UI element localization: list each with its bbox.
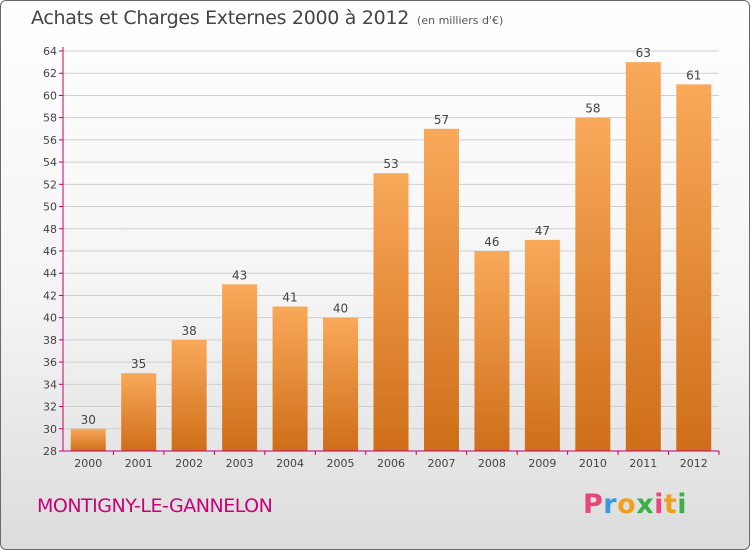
bar bbox=[575, 117, 611, 452]
proxiti-logo: Proxiti bbox=[583, 489, 687, 520]
x-tick-label: 2004 bbox=[276, 457, 304, 470]
y-tick-label: 56 bbox=[43, 134, 57, 147]
logo-letter: x bbox=[636, 489, 655, 520]
logo-letter: o bbox=[617, 489, 637, 520]
bar bbox=[222, 284, 258, 451]
labels: 28 30 32 34 36 38 40 42 44 46 48 50 52 54 56 58 60 62 64 20… bbox=[43, 45, 708, 470]
y-tick-label: 60 bbox=[43, 89, 57, 102]
x-tick-label: 2000 bbox=[74, 457, 102, 470]
chart-title: Achats et Charges Externes 2000 à 2012 (e… bbox=[31, 7, 503, 29]
x-tick-label: 2012 bbox=[680, 457, 708, 470]
y-tick-label: 34 bbox=[43, 378, 57, 391]
bar bbox=[524, 239, 560, 451]
axes bbox=[59, 47, 720, 455]
x-tick-label: 2002 bbox=[175, 457, 203, 470]
y-tick-label: 58 bbox=[43, 112, 57, 125]
logo-letter: r bbox=[603, 489, 618, 520]
bar bbox=[171, 339, 207, 451]
y-tick-label: 30 bbox=[43, 423, 57, 436]
data-label: 47 bbox=[535, 224, 550, 238]
x-tick-label: 2011 bbox=[629, 457, 657, 470]
data-label: 57 bbox=[434, 113, 449, 127]
bar bbox=[474, 251, 510, 451]
x-tick-label: 2007 bbox=[427, 457, 455, 470]
x-tick-label: 2001 bbox=[125, 457, 153, 470]
y-tick-label: 38 bbox=[43, 334, 57, 347]
data-label: 58 bbox=[585, 102, 600, 116]
data-label: 53 bbox=[383, 157, 398, 171]
x-tick-label: 2006 bbox=[377, 457, 405, 470]
x-tick-label: 2003 bbox=[226, 457, 254, 470]
y-tick-label: 64 bbox=[43, 45, 57, 58]
x-tick-label: 2010 bbox=[579, 457, 607, 470]
y-tick-label: 42 bbox=[43, 289, 57, 302]
logo-letter: P bbox=[583, 489, 604, 520]
data-label: 38 bbox=[182, 324, 197, 338]
logo-letter: i bbox=[677, 489, 688, 520]
chart-subtitle: (en milliers d'€) bbox=[417, 14, 504, 27]
bar bbox=[121, 373, 157, 451]
logo-letter: t bbox=[663, 489, 678, 520]
y-tick-label: 54 bbox=[43, 156, 57, 169]
y-tick-label: 36 bbox=[43, 356, 57, 369]
y-tick-label: 46 bbox=[43, 245, 57, 258]
y-tick-label: 62 bbox=[43, 67, 57, 80]
x-tick-label: 2008 bbox=[478, 457, 506, 470]
y-tick-label: 28 bbox=[43, 445, 57, 458]
title-text: Achats et Charges Externes 2000 à 2012 bbox=[31, 7, 410, 29]
data-label: 46 bbox=[484, 235, 499, 249]
bar bbox=[70, 428, 106, 451]
bar bbox=[625, 62, 661, 451]
bar bbox=[676, 84, 712, 451]
data-label: 30 bbox=[81, 413, 96, 427]
data-label: 35 bbox=[131, 357, 146, 371]
logo-letter: i bbox=[654, 489, 664, 520]
bar bbox=[323, 317, 359, 451]
bar bbox=[373, 173, 409, 451]
y-tick-label: 48 bbox=[43, 223, 57, 236]
y-tick-label: 44 bbox=[43, 267, 57, 280]
data-label: 41 bbox=[282, 291, 297, 305]
data-label: 61 bbox=[686, 68, 701, 82]
data-label: 63 bbox=[636, 46, 651, 60]
bars bbox=[70, 62, 712, 452]
bar bbox=[272, 306, 308, 451]
city-name: MONTIGNY-LE-GANNELON bbox=[37, 495, 273, 517]
y-tick-label: 32 bbox=[43, 401, 57, 414]
x-tick-label: 2005 bbox=[327, 457, 355, 470]
data-label: 43 bbox=[232, 268, 247, 282]
bar bbox=[423, 128, 459, 451]
y-tick-label: 52 bbox=[43, 178, 57, 191]
y-tick-label: 40 bbox=[43, 312, 57, 325]
y-tick-label: 50 bbox=[43, 201, 57, 214]
data-label: 40 bbox=[333, 302, 348, 316]
x-tick-label: 2009 bbox=[528, 457, 556, 470]
